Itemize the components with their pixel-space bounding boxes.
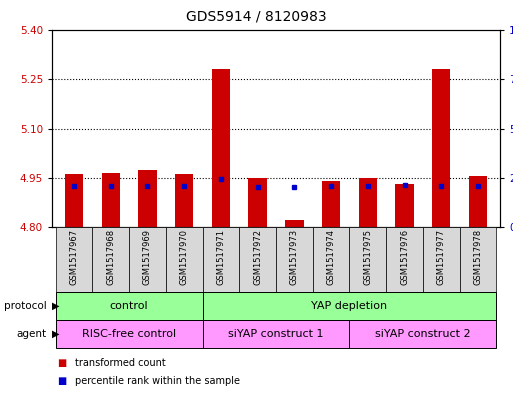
Bar <box>276 227 313 292</box>
Bar <box>349 227 386 292</box>
Text: GSM1517977: GSM1517977 <box>437 229 446 285</box>
Text: ■: ■ <box>57 376 66 386</box>
Bar <box>359 178 377 227</box>
Bar <box>203 292 497 320</box>
Text: GSM1517972: GSM1517972 <box>253 229 262 285</box>
Text: transformed count: transformed count <box>75 358 166 368</box>
Text: GSM1517969: GSM1517969 <box>143 229 152 285</box>
Bar <box>129 227 166 292</box>
Bar <box>212 70 230 227</box>
Bar <box>203 227 239 292</box>
Text: GSM1517970: GSM1517970 <box>180 229 189 285</box>
Bar <box>396 184 413 227</box>
Text: GSM1517971: GSM1517971 <box>216 229 225 285</box>
Text: YAP depletion: YAP depletion <box>311 301 387 311</box>
Bar <box>92 227 129 292</box>
Bar <box>102 173 120 227</box>
Text: agent: agent <box>17 329 47 339</box>
Text: ■: ■ <box>57 358 66 368</box>
Text: GSM1517967: GSM1517967 <box>70 229 78 285</box>
Bar <box>460 227 497 292</box>
Text: GSM1517978: GSM1517978 <box>473 229 482 285</box>
Bar <box>248 178 267 227</box>
Text: ▶: ▶ <box>52 301 60 311</box>
Bar <box>239 227 276 292</box>
Bar <box>423 227 460 292</box>
Text: GDS5914 / 8120983: GDS5914 / 8120983 <box>186 10 327 24</box>
Bar <box>349 320 497 348</box>
Bar <box>65 174 83 227</box>
Text: siYAP construct 1: siYAP construct 1 <box>228 329 324 339</box>
Text: GSM1517975: GSM1517975 <box>363 229 372 285</box>
Bar <box>469 176 487 227</box>
Bar <box>285 220 304 227</box>
Bar <box>432 70 450 227</box>
Bar <box>322 181 340 227</box>
Bar <box>175 174 193 227</box>
Text: GSM1517974: GSM1517974 <box>327 229 336 285</box>
Text: percentile rank within the sample: percentile rank within the sample <box>75 376 240 386</box>
Bar <box>166 227 203 292</box>
Bar <box>56 227 92 292</box>
Bar <box>139 169 156 227</box>
Text: GSM1517973: GSM1517973 <box>290 229 299 285</box>
Text: siYAP construct 2: siYAP construct 2 <box>375 329 471 339</box>
Text: GSM1517976: GSM1517976 <box>400 229 409 285</box>
Bar <box>386 227 423 292</box>
Text: ▶: ▶ <box>52 329 60 339</box>
Bar <box>203 320 349 348</box>
Text: protocol: protocol <box>4 301 47 311</box>
Text: GSM1517968: GSM1517968 <box>106 229 115 285</box>
Bar <box>313 227 349 292</box>
Bar <box>56 292 203 320</box>
Text: RISC-free control: RISC-free control <box>82 329 176 339</box>
Text: control: control <box>110 301 148 311</box>
Bar <box>56 320 203 348</box>
